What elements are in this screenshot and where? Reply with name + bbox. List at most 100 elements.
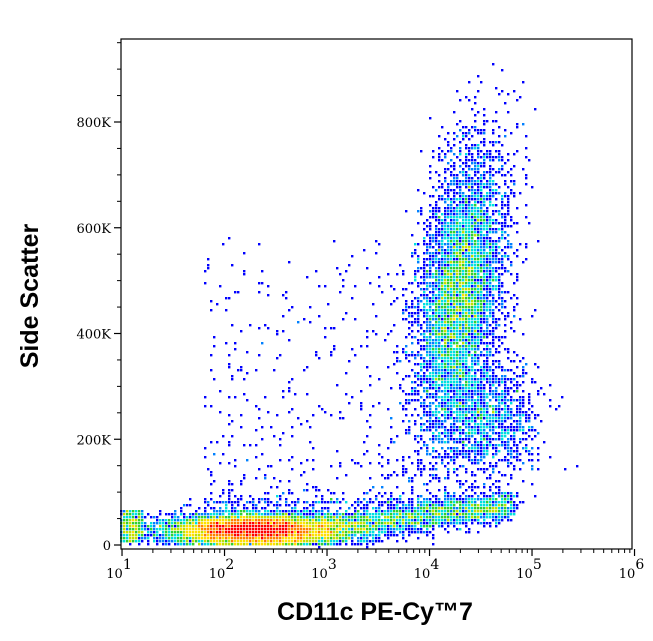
density-dot: [480, 321, 483, 324]
density-dot: [483, 309, 486, 312]
density-dot: [432, 501, 435, 504]
density-dot: [465, 156, 468, 159]
density-dot: [507, 369, 510, 372]
density-dot: [195, 513, 198, 516]
density-dot: [495, 240, 498, 243]
density-dot: [348, 534, 351, 537]
density-dot: [432, 522, 435, 525]
density-dot: [444, 180, 447, 183]
density-dot: [438, 333, 441, 336]
density-dot: [405, 429, 408, 432]
density-dot: [174, 510, 177, 513]
density-dot: [465, 399, 468, 402]
density-dot: [471, 231, 474, 234]
density-dot: [258, 540, 261, 543]
density-dot: [342, 498, 345, 501]
density-dot: [450, 522, 453, 525]
density-dot: [423, 294, 426, 297]
density-dot: [468, 153, 471, 156]
density-dot: [486, 279, 489, 282]
density-dot: [435, 231, 438, 234]
density-dot: [171, 513, 174, 516]
density-dot: [483, 261, 486, 264]
density-dot: [321, 525, 324, 528]
density-dot: [516, 297, 519, 300]
density-dot: [534, 417, 537, 420]
density-dot: [492, 129, 495, 132]
density-dot: [147, 525, 150, 528]
density-dot: [498, 324, 501, 327]
density-dot: [519, 426, 522, 429]
density-dot: [201, 516, 204, 519]
density-dot: [135, 522, 138, 525]
density-dot: [495, 189, 498, 192]
density-dot: [501, 300, 504, 303]
density-dot: [306, 531, 309, 534]
density-dot: [429, 360, 432, 363]
density-dot: [453, 330, 456, 333]
density-dot: [474, 213, 477, 216]
density-dot: [447, 390, 450, 393]
density-dot: [438, 282, 441, 285]
density-dot: [333, 348, 336, 351]
density-dot: [468, 267, 471, 270]
density-dot: [432, 423, 435, 426]
density-dot: [480, 81, 483, 84]
density-dot: [453, 495, 456, 498]
density-dot: [489, 159, 492, 162]
density-dot: [510, 501, 513, 504]
density-dot: [444, 330, 447, 333]
density-dot: [483, 318, 486, 321]
density-dot: [489, 150, 492, 153]
density-dot: [378, 504, 381, 507]
density-dot: [444, 381, 447, 384]
density-dot: [459, 228, 462, 231]
density-dot: [186, 519, 189, 522]
density-dot: [486, 210, 489, 213]
density-dot: [378, 525, 381, 528]
density-dot: [480, 216, 483, 219]
density-dot: [447, 492, 450, 495]
density-dot: [201, 525, 204, 528]
density-dot: [384, 528, 387, 531]
density-dot: [444, 315, 447, 318]
density-dot: [501, 516, 504, 519]
density-dot: [387, 510, 390, 513]
density-dot: [498, 396, 501, 399]
density-dot: [444, 264, 447, 267]
density-dot: [402, 456, 405, 459]
density-dot: [462, 228, 465, 231]
density-dot: [429, 405, 432, 408]
density-dot: [459, 384, 462, 387]
density-dot: [279, 531, 282, 534]
density-dot: [453, 306, 456, 309]
density-dot: [363, 540, 366, 543]
density-dot: [165, 543, 168, 546]
density-dot: [465, 210, 468, 213]
density-dot: [471, 315, 474, 318]
density-dot: [432, 276, 435, 279]
density-dot: [423, 519, 426, 522]
density-dot: [408, 312, 411, 315]
density-dot: [489, 255, 492, 258]
density-dot: [270, 519, 273, 522]
density-dot: [489, 198, 492, 201]
density-dot: [444, 231, 447, 234]
density-dot: [453, 357, 456, 360]
density-dot: [444, 402, 447, 405]
density-dot: [498, 393, 501, 396]
density-dot: [441, 438, 444, 441]
density-dot: [429, 522, 432, 525]
density-dot: [372, 519, 375, 522]
density-dot: [438, 396, 441, 399]
density-dot: [420, 327, 423, 330]
density-dot: [468, 519, 471, 522]
density-dot: [426, 276, 429, 279]
density-dot: [480, 393, 483, 396]
density-dot: [147, 528, 150, 531]
density-dot: [462, 252, 465, 255]
density-dot: [498, 417, 501, 420]
density-dot: [438, 453, 441, 456]
density-dot: [450, 495, 453, 498]
density-dot: [378, 528, 381, 531]
